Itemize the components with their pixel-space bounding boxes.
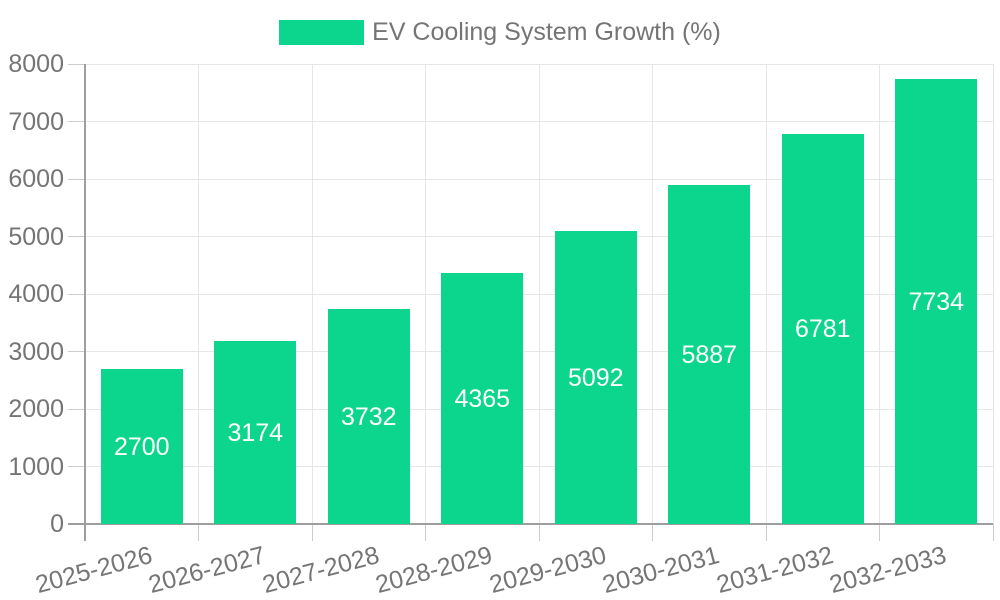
y-tick bbox=[68, 178, 85, 180]
bar[interactable]: 7734 bbox=[895, 79, 978, 524]
y-tick bbox=[68, 466, 85, 467]
y-axis-label: 2000 bbox=[8, 395, 64, 423]
y-axis-label: 4000 bbox=[8, 280, 64, 308]
x-tick bbox=[652, 524, 653, 541]
bar[interactable]: 6781 bbox=[781, 134, 864, 524]
y-axis-label: 3000 bbox=[8, 337, 64, 366]
bar-value-label: 3732 bbox=[340, 402, 397, 431]
y-tick bbox=[68, 408, 85, 410]
bar-value-label: 3174 bbox=[227, 418, 284, 447]
x-tick bbox=[879, 524, 880, 541]
y-axis-label: 6000 bbox=[8, 165, 64, 193]
x-axis-line bbox=[68, 523, 993, 525]
bar[interactable]: 4365 bbox=[441, 273, 524, 524]
y-tick bbox=[68, 293, 85, 295]
bar-value-label: 7734 bbox=[908, 287, 965, 316]
bar-value-label: 5887 bbox=[681, 340, 738, 369]
x-tick bbox=[538, 524, 540, 541]
x-gridline bbox=[538, 64, 540, 524]
x-tick bbox=[311, 524, 313, 541]
y-axis-line bbox=[84, 64, 86, 541]
bar[interactable]: 2700 bbox=[100, 369, 183, 524]
x-gridline bbox=[311, 64, 313, 524]
bar[interactable]: 5887 bbox=[668, 185, 751, 524]
x-gridline bbox=[652, 64, 653, 524]
bar[interactable]: 5092 bbox=[554, 231, 637, 524]
x-gridline bbox=[879, 64, 880, 524]
legend-swatch bbox=[279, 20, 365, 45]
x-gridline bbox=[425, 64, 426, 524]
y-axis-label: 1000 bbox=[8, 452, 64, 481]
bar-value-label: 4365 bbox=[454, 384, 511, 413]
y-tick bbox=[68, 351, 85, 352]
bar[interactable]: 3174 bbox=[214, 341, 297, 524]
bar-value-label: 5092 bbox=[567, 363, 624, 392]
x-tick bbox=[992, 524, 994, 541]
x-gridline bbox=[992, 64, 994, 524]
legend: EV Cooling System Growth (%) bbox=[0, 18, 1000, 47]
y-tick bbox=[68, 63, 85, 65]
bar-value-label: 6781 bbox=[794, 315, 851, 343]
x-tick bbox=[765, 524, 767, 541]
y-axis-label: 5000 bbox=[8, 222, 64, 251]
y-axis-label: 8000 bbox=[8, 50, 64, 78]
legend-label: EV Cooling System Growth (%) bbox=[372, 18, 721, 46]
y-tick bbox=[68, 121, 85, 122]
y-axis-label: 7000 bbox=[8, 107, 64, 136]
y-axis-label: 0 bbox=[50, 510, 64, 538]
bar-value-label: 2700 bbox=[113, 432, 170, 461]
bar[interactable]: 3732 bbox=[327, 309, 410, 524]
y-tick bbox=[68, 236, 85, 237]
x-tick bbox=[425, 524, 426, 541]
x-gridline bbox=[765, 64, 767, 524]
x-gridline bbox=[198, 64, 199, 524]
x-tick bbox=[198, 524, 199, 541]
